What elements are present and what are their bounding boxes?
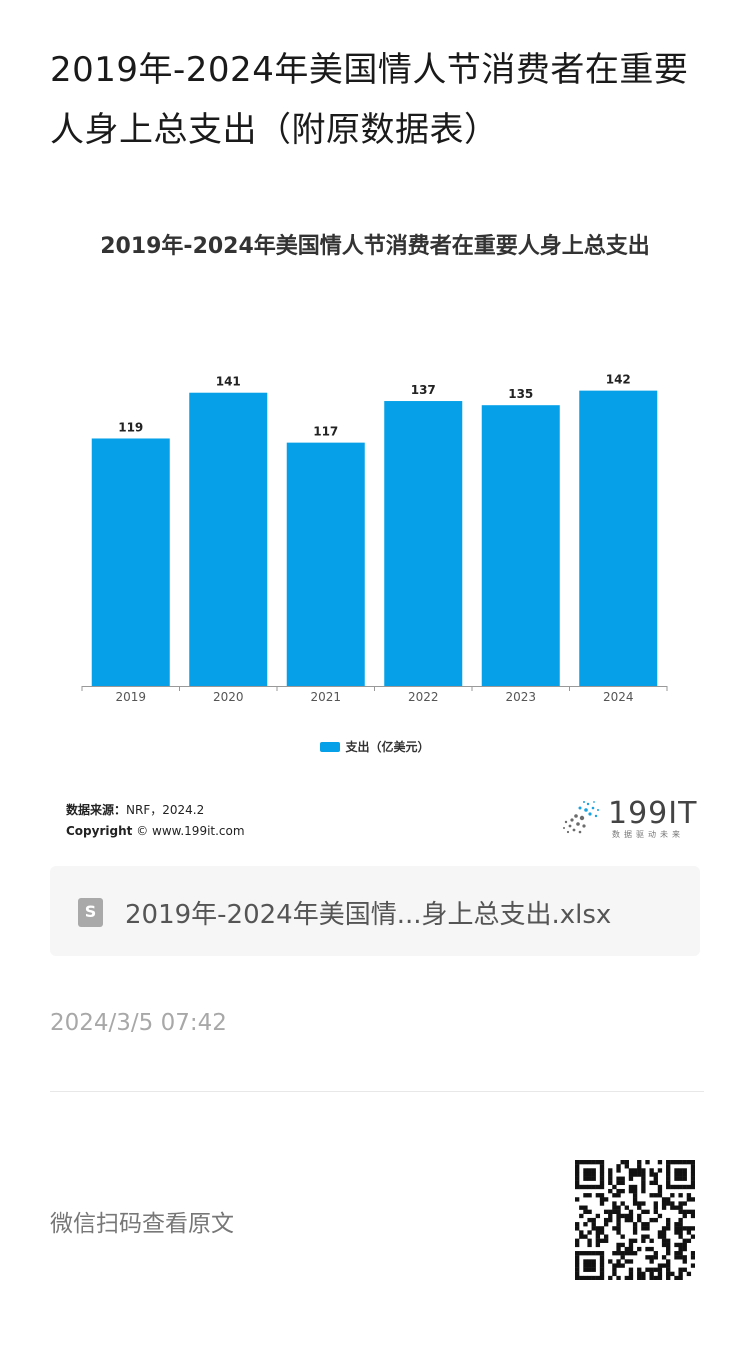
brand-logo: 199IT 数据驱动未来 — [560, 794, 700, 842]
tick-label-2020: 2020 — [213, 690, 244, 704]
copyright-label: Copyright — [66, 824, 133, 838]
logo-text: 199IT — [608, 796, 698, 831]
data-label-2023: 135 — [508, 387, 533, 401]
timestamp: 2024/3/5 07:42 — [50, 1010, 227, 1036]
tick-label-2019: 2019 — [115, 690, 146, 704]
chart-title: 2019年-2024年美国情人节消费者在重要人身上总支出 — [100, 234, 650, 259]
bar-2019 — [91, 438, 170, 686]
file-icon-glyph: S — [84, 902, 97, 921]
tick-label-2021: 2021 — [310, 690, 341, 704]
chart-legend: 支出（亿美元） — [0, 738, 750, 755]
legend-swatch — [320, 741, 341, 752]
divider — [50, 1091, 704, 1092]
data-source: 数据来源：NRF，2024.2 Copyright © www.199it.co… — [66, 800, 245, 842]
bar-2024 — [579, 390, 658, 686]
tick-label-2023: 2023 — [505, 690, 536, 704]
copyright-value: © www.199it.com — [136, 824, 245, 838]
logo-subtext: 数据驱动未来 — [612, 830, 684, 839]
file-name: 2019年-2024年美国情...身上总支出.xlsx — [125, 900, 612, 930]
tick-label-2024: 2024 — [603, 690, 634, 704]
data-label-2019: 119 — [118, 420, 143, 434]
file-attachment[interactable]: S 2019年-2024年美国情...身上总支出.xlsx — [50, 866, 700, 956]
tick-label-2022: 2022 — [408, 690, 439, 704]
source-value: NRF，2024.2 — [126, 803, 205, 817]
data-label-2021: 117 — [313, 425, 338, 439]
bar-chart: 119 2019 141 2020 117 2021 137 2022 135 2023 142 20… — [81, 373, 668, 704]
bar-2022 — [384, 401, 463, 686]
legend-label: 支出（亿美元） — [345, 740, 430, 754]
bar-2023 — [481, 405, 560, 686]
logo-icon — [563, 801, 599, 834]
bar-2020 — [189, 392, 268, 686]
spreadsheet-icon: S — [78, 898, 103, 927]
source-label: 数据来源： — [66, 803, 127, 817]
page-title: 2019年-2024年美国情人节消费者在重要人身上总支出（附原数据表） — [50, 50, 689, 150]
data-label-2020: 141 — [216, 375, 241, 389]
bar-2021 — [286, 442, 365, 686]
data-label-2024: 142 — [606, 373, 631, 387]
data-label-2022: 137 — [411, 383, 436, 397]
qr-code[interactable] — [575, 1160, 695, 1280]
qr-prompt: 微信扫码查看原文 — [50, 1211, 234, 1237]
